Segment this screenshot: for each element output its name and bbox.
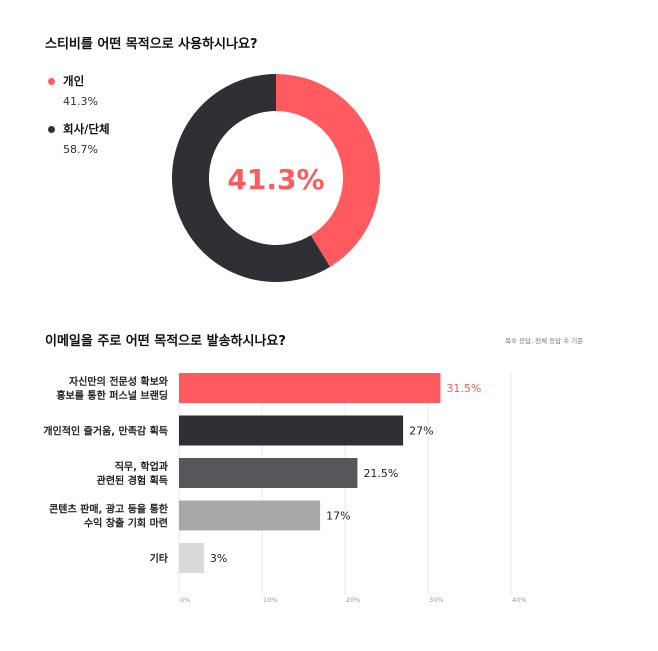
bar — [179, 543, 204, 573]
donut-chart: 41.3% — [172, 74, 380, 282]
x-tick-label: 10% — [263, 596, 277, 604]
legend-item-personal: 개인 41.3% — [48, 73, 98, 108]
category-label: 직무, 학업과 — [115, 460, 169, 473]
legend-value-personal: 41.3% — [63, 95, 98, 108]
donut-slice-1 — [172, 74, 331, 282]
bar-value-label: 31.5% — [446, 382, 481, 395]
legend-item-company: 회사/단체 58.7% — [48, 121, 110, 156]
bar-value-label: 21.5% — [363, 467, 398, 480]
category-label: 수익 창출 기회 마련 — [84, 517, 168, 530]
donut-center-label: 41.3% — [227, 163, 324, 196]
category-label: 관련된 경험 획득 — [97, 474, 168, 487]
bar — [179, 500, 321, 531]
legend-label-personal: 개인 — [63, 74, 85, 88]
legend-dot-company — [48, 125, 55, 133]
chart-title-purpose: 스티비를 어떤 목적으로 사용하시나요? — [45, 37, 258, 52]
x-tick-label: 0% — [180, 596, 190, 604]
legend-value-company: 58.7% — [63, 143, 98, 156]
x-tick-label: 30% — [429, 596, 443, 604]
category-label: 홍보를 통한 퍼스널 브랜딩 — [56, 389, 168, 402]
legend-label-company: 회사/단체 — [63, 122, 110, 136]
chart-title-email-purpose: 이메일을 주로 어떤 목적으로 발송하시나요? — [45, 334, 286, 349]
category-label: 자신만의 전문성 확보와 — [69, 375, 169, 388]
donut-slice-0 — [276, 74, 380, 267]
bar — [179, 373, 441, 403]
chart-note: 복수 응답, 전체 응답 수 기준 — [505, 337, 584, 345]
x-tick-label: 40% — [512, 596, 526, 604]
bar — [179, 415, 404, 446]
category-label: 콘텐츠 판매, 광고 등을 통한 — [49, 503, 169, 516]
legend-dot-personal — [48, 77, 55, 85]
bar — [179, 458, 358, 488]
category-label: 개인적인 즐거움, 만족감 획득 — [43, 425, 168, 438]
x-tick-label: 20% — [346, 596, 360, 604]
category-label: 기타 — [150, 552, 169, 565]
bar-value-label: 27% — [409, 425, 433, 438]
bar-value-label: 3% — [210, 552, 227, 565]
bar-value-label: 17% — [326, 510, 350, 523]
